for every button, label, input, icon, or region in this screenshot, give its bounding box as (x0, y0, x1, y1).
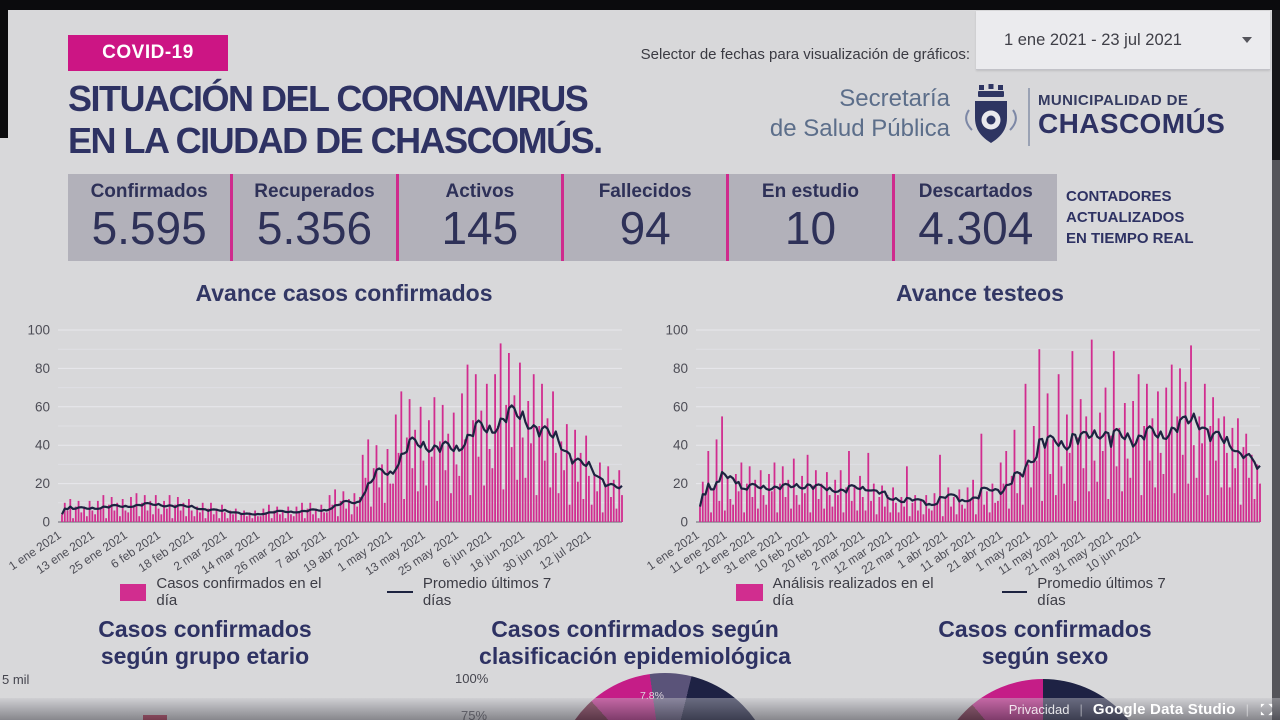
heading-clasificacion: Casos confirmados según clasificación ep… (479, 616, 791, 669)
municipality-crest-icon (962, 84, 1020, 151)
scrollbar-thumb[interactable] (1272, 10, 1280, 160)
logo-divider (1028, 88, 1030, 146)
letterbox-top (0, 0, 1280, 10)
counters-band: Confirmados 5.595 Recuperados 5.356 Acti… (68, 174, 1057, 261)
date-range-dropdown[interactable]: 1 ene 2021 - 23 jul 2021 (976, 11, 1270, 70)
svg-text:80: 80 (35, 361, 50, 376)
counter-activos: Activos 145 (399, 174, 564, 261)
line-swatch-icon (387, 591, 413, 593)
line-swatch-icon (1001, 591, 1028, 593)
legend-testeos: Análisis realizados en el día Promedio ú… (736, 575, 1196, 609)
chart-title-casos: Avance casos confirmados (195, 280, 493, 306)
svg-text:100: 100 (27, 323, 50, 338)
bar-swatch-icon (120, 583, 147, 601)
svg-text:80: 80 (673, 361, 688, 376)
embed-footer: Privacidad | Google Data Studio | (0, 698, 1280, 720)
svg-text:0: 0 (680, 515, 688, 530)
counter-en-estudio: En estudio 10 (729, 174, 895, 261)
counter-descartados: Descartados 4.304 (918, 181, 1034, 254)
letterbox-left (0, 10, 8, 138)
municipality-name: CHASCOMÚS (1038, 108, 1226, 139)
axis-label-5mil: 5 mil (2, 672, 30, 687)
date-range-value: 1 ene 2021 - 23 jul 2021 (1004, 30, 1182, 49)
legend-casos: Casos confirmados en el día Promedio últ… (120, 575, 580, 609)
svg-text:20: 20 (673, 476, 688, 491)
fullscreen-icon[interactable] (1259, 702, 1274, 717)
svg-text:60: 60 (35, 399, 50, 414)
svg-text:0: 0 (42, 515, 50, 530)
svg-text:40: 40 (673, 438, 688, 453)
covid-badge: COVID-19 (68, 35, 228, 71)
secretaria-logo-text: Secretaría de Salud Pública (769, 85, 950, 142)
municipality-name-top: MUNICIPALIDAD DE (1038, 92, 1189, 109)
scrollbar-track[interactable] (1272, 10, 1280, 720)
bar-swatch-icon (736, 583, 763, 601)
counter-recuperados: Recuperados 5.356 (233, 174, 399, 261)
chevron-down-icon (1242, 37, 1252, 43)
page-title: SITUACIÓN DEL CORONAVIRUS EN LA CIUDAD D… (68, 78, 603, 162)
svg-text:60: 60 (673, 399, 688, 414)
counter-confirmados: Confirmados 5.595 (68, 174, 234, 261)
page-title-line1: SITUACIÓN DEL CORONAVIRUS (68, 78, 589, 119)
axis-label-100pct: 100% (455, 671, 489, 686)
page-title-line2: EN LA CIUDAD DE CHASCOMÚS. (68, 120, 603, 161)
chart-title-testeos: Avance testeos (896, 280, 1064, 306)
heading-sexo: Casos confirmados según sexo (938, 616, 1152, 669)
svg-text:100: 100 (665, 323, 688, 338)
realtime-note: CONTADORES ACTUALIZADOS EN TIEMPO REAL (1066, 188, 1194, 247)
google-data-studio-link[interactable]: Google Data Studio (1092, 700, 1236, 718)
privacy-link[interactable]: Privacidad (1008, 701, 1070, 717)
svg-text:40: 40 (35, 438, 50, 453)
date-selector-label: Selector de fechas para visualización de… (640, 46, 970, 63)
counter-fallecidos: Fallecidos 94 (564, 174, 730, 261)
heading-grupo-etario: Casos confirmados según grupo etario (98, 616, 312, 669)
svg-text:20: 20 (35, 476, 50, 491)
